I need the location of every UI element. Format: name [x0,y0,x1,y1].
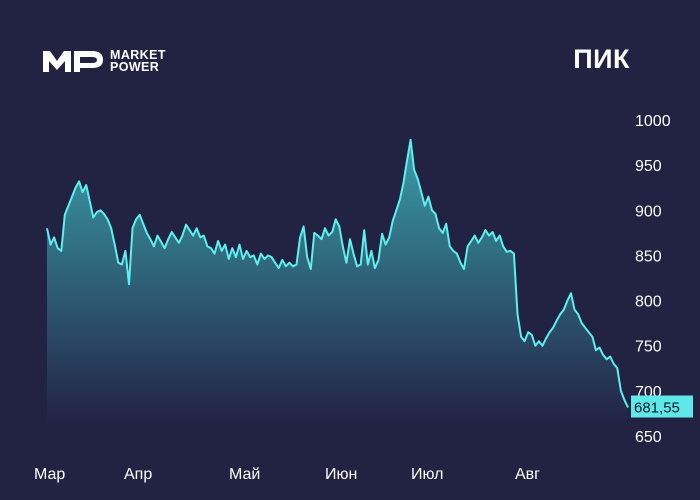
price-line [46,138,629,408]
y-tick-label: 1000 [635,113,671,130]
mp-logo-icon [43,51,103,72]
last-value-badge: 681,55 [631,395,693,418]
y-tick-label: 850 [635,248,662,265]
x-tick-label: Июл [411,466,443,483]
x-tick-label: Май [229,466,260,483]
x-tick-label: Апр [124,466,152,483]
y-tick-label: 900 [635,203,662,220]
last-value-label: 681,55 [634,400,680,417]
logo-wordmark: MARKET POWER [110,48,166,74]
ticker-title: ПИК [573,44,630,74]
x-tick-label: Мар [34,466,65,483]
logo-line-2: POWER [110,60,160,74]
y-tick-label: 800 [635,294,662,311]
x-axis-ticks: Мар Апр Май Июн Июл Авг [34,466,540,483]
x-tick-label: Авг [515,466,540,483]
y-tick-label: 650 [635,429,662,446]
y-tick-label: 950 [635,158,662,175]
x-tick-label: Июн [325,466,357,483]
y-tick-label: 750 [635,339,662,356]
price-area-fill [47,139,628,420]
logo-line-1: MARKET [110,48,166,62]
market-power-logo: MARKET POWER [42,49,166,73]
last-value-badge-bg [631,395,693,418]
